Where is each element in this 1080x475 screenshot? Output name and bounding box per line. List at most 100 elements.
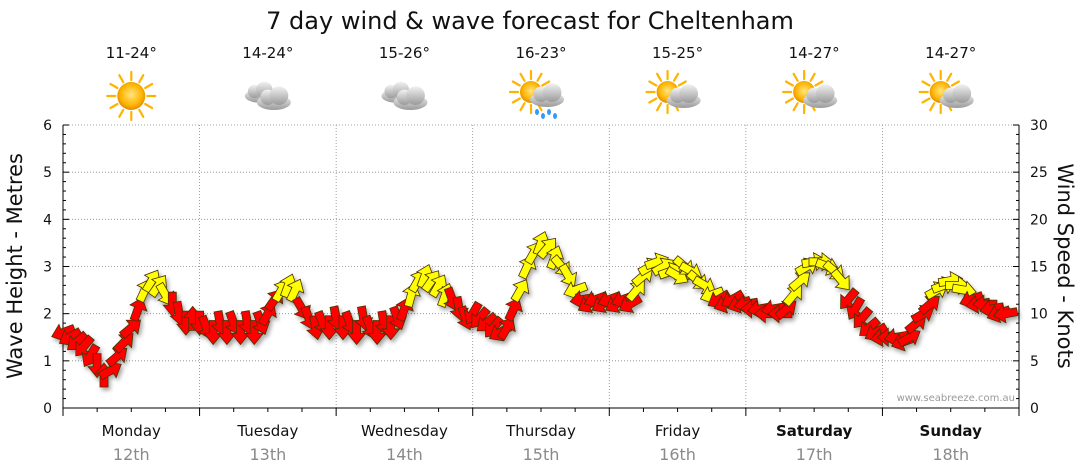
chart-title: 7 day wind & wave forecast for Cheltenha… <box>266 7 794 35</box>
sun-ray <box>118 74 125 84</box>
left-tick-label: 0 <box>43 401 52 417</box>
sun-ray <box>648 97 658 104</box>
right-tick-label: 25 <box>1030 165 1048 181</box>
temperature-label: 15-25° <box>652 44 703 62</box>
day-name-label: Monday <box>102 422 161 440</box>
cloud-part <box>679 84 699 103</box>
left-tick-label: 3 <box>43 260 52 276</box>
day-date-label: 12th <box>113 445 150 464</box>
wind-arrow <box>244 320 265 346</box>
right-tick-label: 5 <box>1030 354 1039 370</box>
wind-arrow <box>112 333 134 354</box>
sunny-icon <box>106 70 157 122</box>
cloudy-icon <box>244 81 291 111</box>
cloud-shape <box>939 84 974 109</box>
sun-ray <box>792 72 799 82</box>
temperature-label: 16-23° <box>515 44 566 62</box>
right-axis-label: Wind Speed - Knots <box>1053 163 1077 368</box>
cloud-shape <box>256 86 291 111</box>
sun-ray <box>929 72 936 82</box>
wind-arrow <box>496 316 516 341</box>
cloudy-icon <box>381 81 428 111</box>
cloud-part <box>542 83 562 102</box>
temperature-label: 14-24° <box>242 44 293 62</box>
left-tick-label: 1 <box>43 354 52 370</box>
sun-ray <box>144 82 154 90</box>
sun-ray <box>784 80 794 87</box>
sun-ray <box>648 80 658 87</box>
sun-ray <box>950 80 961 87</box>
day-name-label: Tuesday <box>236 422 298 440</box>
sun-disc <box>117 82 146 110</box>
sun-ray <box>109 82 119 90</box>
watermark: www.seabreeze.com.au <box>897 393 1015 404</box>
wind-arrow <box>285 278 305 304</box>
wind-arrows <box>51 231 1019 388</box>
sun-ray <box>655 102 663 112</box>
rain-drop <box>553 113 557 119</box>
right-tick-label: 0 <box>1030 401 1039 417</box>
left-tick-label: 5 <box>43 165 52 181</box>
sun-ray <box>946 72 953 82</box>
wind-arrow <box>510 279 530 304</box>
right-tick-label: 30 <box>1030 118 1048 134</box>
day-date-label: 13th <box>249 445 286 464</box>
wind-arrow <box>118 319 141 340</box>
sun-ray <box>677 80 687 87</box>
sun-ray <box>138 108 145 118</box>
partly-cloudy-icon <box>782 69 838 115</box>
sun-ray <box>519 72 526 82</box>
left-axis-label: Wave Height - Metres <box>3 153 27 379</box>
wind-arrow <box>774 300 797 321</box>
axes <box>62 124 1020 416</box>
day-name-label: Wednesday <box>361 422 448 440</box>
day-name-label: Friday <box>655 422 701 440</box>
wind-arrow <box>788 272 811 292</box>
sun-ray <box>672 72 680 82</box>
day-name-label: Sunday <box>920 422 983 440</box>
wind-arrow <box>782 285 802 308</box>
sun-ray <box>655 72 663 82</box>
wind-arrow <box>618 294 643 314</box>
cloud-part <box>952 84 972 103</box>
cloud-part <box>406 86 425 105</box>
wind-arrow <box>105 347 128 368</box>
cloud-part <box>269 86 289 105</box>
day-date-label: 15th <box>523 445 560 464</box>
sun-ray <box>792 102 799 112</box>
left-tick-label: 4 <box>43 212 52 228</box>
sun-shape <box>106 70 157 122</box>
sun-ray <box>921 97 931 104</box>
cloud-shape <box>530 83 564 108</box>
rain-drop <box>541 113 545 119</box>
sun-ray <box>536 72 543 82</box>
left-tick-label: 6 <box>43 118 52 134</box>
rain-drop <box>547 109 551 115</box>
day-date-label: 14th <box>386 445 423 464</box>
day-date-label: 17th <box>796 445 833 464</box>
day-date-label: 16th <box>659 445 696 464</box>
temperature-label: 15-26° <box>379 44 430 62</box>
temperature-labels: 11-24° 14-24° 15-26° 16-23° 15-25° 14-27° 14-2… <box>106 44 977 62</box>
sun-ray <box>929 102 936 112</box>
showers-icon <box>508 69 564 119</box>
day-date-label: 18th <box>932 445 969 464</box>
tick-labels: 0 1 2 3 4 5 6 0 5 10 15 20 25 30 <box>43 118 1048 417</box>
partly-cloudy-icon <box>918 69 974 115</box>
cloud-shape <box>666 84 701 109</box>
grid-lines <box>63 124 1019 408</box>
temperature-label: 14-27° <box>789 44 840 62</box>
day-labels: Monday 12th Tuesday 13th Wednesday 14th Thursd… <box>102 422 982 464</box>
cloud-part <box>815 84 835 103</box>
wind-arrow <box>917 296 940 316</box>
sun-ray <box>109 102 119 110</box>
sun-ray <box>511 97 521 104</box>
sun-ray <box>519 102 526 112</box>
wind-arrow <box>830 268 850 291</box>
right-tick-label: 15 <box>1030 260 1048 276</box>
left-tick-label: 2 <box>43 307 52 323</box>
wind-arrow <box>129 297 148 323</box>
sun-ray <box>921 80 931 87</box>
temperature-label: 11-24° <box>106 44 157 62</box>
